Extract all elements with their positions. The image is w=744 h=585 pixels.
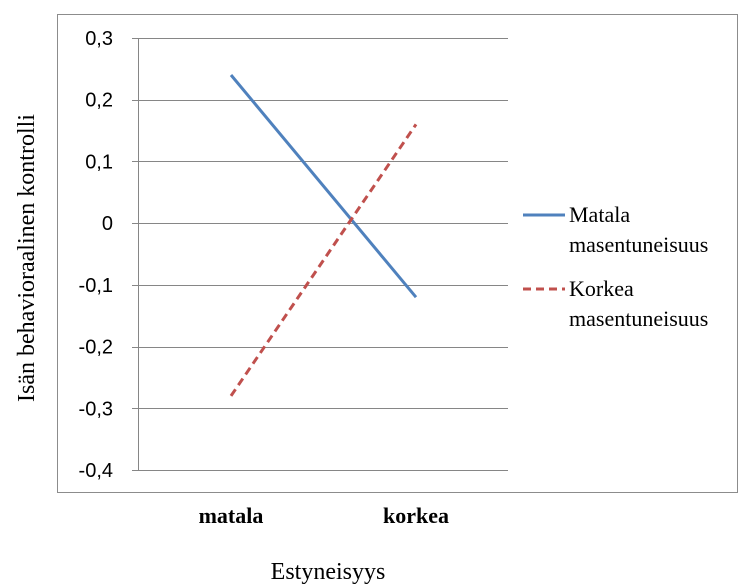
y-tick-label: 0,1	[85, 151, 113, 173]
y-tick-label: 0,2	[85, 90, 113, 112]
legend-label-1: Matala	[569, 202, 630, 227]
x-tick-labels: matala korkea	[199, 503, 449, 528]
chart-border	[57, 14, 738, 493]
series-line-2	[229, 123, 418, 397]
axes	[132, 38, 139, 471]
x-tick-label: korkea	[383, 503, 449, 528]
y-tick-labels: 0,3 0,2 0,1 0 -0,1 -0,2 -0,3 -0,4	[79, 28, 113, 482]
series-lines	[229, 74, 418, 397]
gridlines	[138, 38, 508, 471]
legend-label-2: Korkea	[569, 276, 634, 301]
x-tick-label: matala	[199, 503, 264, 528]
legend-label-1: masentuneisuus	[569, 232, 708, 257]
y-tick-label: 0,3	[85, 28, 113, 50]
legend-label-2: masentuneisuus	[569, 306, 708, 331]
y-tick-label: -0,4	[79, 460, 113, 482]
x-axis-title: Estyneisyys	[271, 559, 386, 585]
y-tick-label: -0,1	[79, 275, 113, 297]
y-tick-label: -0,3	[79, 398, 113, 420]
y-axis-title: Isän behavioraalinen kontrolli	[14, 114, 40, 402]
y-tick-label: 0	[102, 213, 113, 235]
series-line-1	[229, 74, 418, 299]
legend: Matala masentuneisuus Korkea masentuneisuus	[523, 202, 708, 331]
y-tick-label: -0,2	[79, 337, 113, 359]
